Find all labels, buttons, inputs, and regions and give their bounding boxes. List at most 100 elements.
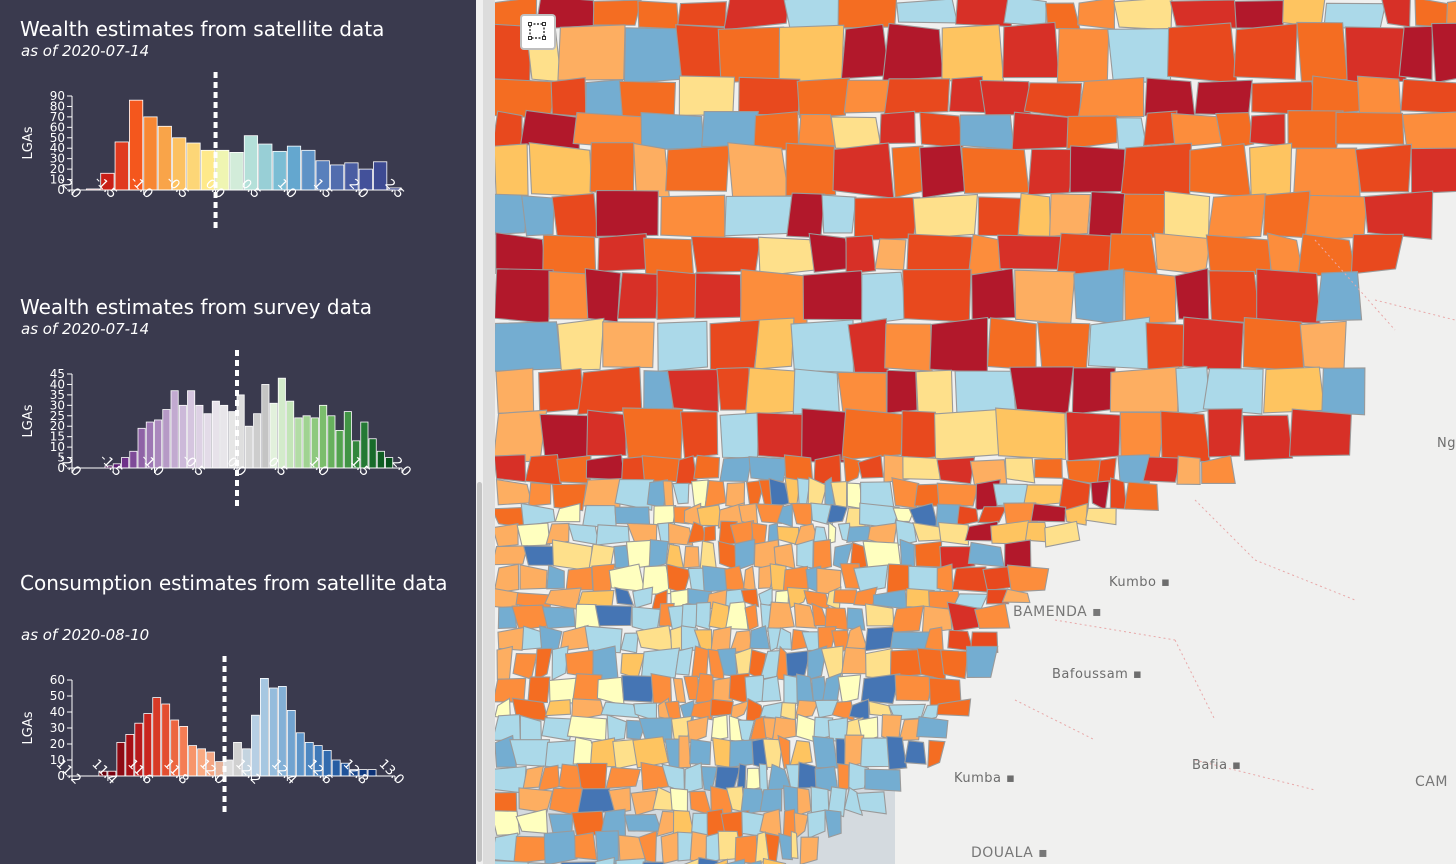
lga-region[interactable]: [495, 860, 533, 864]
lga-region[interactable]: [665, 543, 684, 569]
lga-region[interactable]: [1446, 0, 1456, 26]
lga-region[interactable]: [1011, 111, 1073, 151]
lga-region[interactable]: [648, 539, 669, 569]
lga-region[interactable]: [623, 27, 684, 84]
lga-region[interactable]: [1109, 477, 1128, 510]
histogram-bar[interactable]: [188, 745, 198, 777]
lga-region[interactable]: [1044, 520, 1081, 548]
lga-region[interactable]: [633, 142, 670, 198]
lga-region[interactable]: [1027, 148, 1078, 196]
lga-region[interactable]: [585, 454, 626, 481]
histogram-bar[interactable]: [302, 415, 311, 469]
lga-region[interactable]: [595, 856, 615, 864]
lga-region[interactable]: [595, 524, 630, 546]
lga-region[interactable]: [967, 233, 1003, 276]
lga-region[interactable]: [1344, 26, 1407, 83]
lga-region[interactable]: [1202, 367, 1264, 415]
lga-region[interactable]: [704, 479, 727, 508]
lga-region[interactable]: [495, 810, 521, 836]
lga-region[interactable]: [843, 455, 863, 484]
histogram-bar[interactable]: [116, 741, 126, 777]
lga-region[interactable]: [527, 676, 551, 704]
lga-region[interactable]: [719, 412, 761, 459]
lga-region[interactable]: [761, 675, 782, 703]
lga-region[interactable]: [778, 832, 793, 861]
lga-region[interactable]: [679, 411, 719, 459]
lga-region[interactable]: [495, 231, 547, 275]
lga-region[interactable]: [518, 787, 554, 814]
lga-region[interactable]: [824, 607, 849, 631]
lga-region[interactable]: [845, 235, 877, 275]
lga-region[interactable]: [1174, 267, 1210, 320]
lga-region[interactable]: [1315, 270, 1363, 322]
lga-region[interactable]: [856, 791, 887, 815]
lga-region[interactable]: [954, 370, 1017, 415]
lga-region[interactable]: [725, 601, 749, 630]
lga-region[interactable]: [929, 316, 989, 374]
lga-region[interactable]: [1030, 503, 1067, 523]
lga-region[interactable]: [986, 317, 1037, 371]
lga-region[interactable]: [495, 523, 519, 548]
lga-region[interactable]: [541, 606, 576, 629]
lga-region[interactable]: [740, 588, 760, 608]
histogram-bar[interactable]: [129, 450, 138, 469]
lga-region[interactable]: [843, 786, 864, 817]
lga-region[interactable]: [745, 860, 765, 864]
lga-region[interactable]: [974, 602, 1011, 629]
scrollbar-thumb[interactable]: [477, 482, 482, 862]
lga-region[interactable]: [1311, 75, 1363, 116]
lga-region[interactable]: [860, 737, 891, 768]
lga-region[interactable]: [577, 365, 643, 416]
lga-region[interactable]: [971, 267, 1016, 320]
lga-region[interactable]: [495, 321, 562, 372]
lga-region[interactable]: [790, 502, 813, 527]
lga-region[interactable]: [1256, 268, 1321, 324]
lga-region[interactable]: [933, 408, 1002, 460]
lga-region[interactable]: [795, 713, 816, 743]
lga-region[interactable]: [528, 482, 552, 507]
histogram-bar[interactable]: [295, 732, 305, 777]
lga-region[interactable]: [1107, 28, 1172, 84]
lga-region[interactable]: [853, 564, 889, 593]
lga-region[interactable]: [1304, 194, 1368, 241]
lga-region[interactable]: [605, 766, 642, 789]
lga-region[interactable]: [584, 268, 622, 323]
lga-region[interactable]: [879, 110, 916, 145]
lga-region[interactable]: [1234, 0, 1284, 29]
lga-region[interactable]: [560, 861, 601, 864]
lga-region[interactable]: [895, 519, 918, 546]
lga-region[interactable]: [977, 506, 1008, 524]
lga-region[interactable]: [1321, 367, 1366, 416]
lga-region[interactable]: [513, 835, 547, 864]
lga-region[interactable]: [919, 111, 964, 149]
lga-region[interactable]: [714, 858, 729, 864]
lga-region[interactable]: [748, 456, 789, 483]
lga-region[interactable]: [602, 321, 655, 369]
lga-region[interactable]: [615, 857, 646, 864]
lga-region[interactable]: [794, 699, 820, 719]
lga-region[interactable]: [495, 367, 535, 414]
lga-region[interactable]: [722, 858, 747, 864]
lga-region[interactable]: [828, 521, 837, 545]
lga-region[interactable]: [576, 762, 608, 793]
lga-region[interactable]: [840, 23, 890, 80]
lga-region[interactable]: [538, 368, 585, 414]
lga-region[interactable]: [522, 765, 545, 789]
lga-region[interactable]: [959, 114, 1015, 151]
lga-region[interactable]: [497, 626, 526, 651]
lga-region[interactable]: [524, 453, 563, 486]
lga-region[interactable]: [790, 830, 799, 859]
lga-region[interactable]: [1001, 588, 1031, 604]
lga-region[interactable]: [656, 269, 700, 320]
lga-region[interactable]: [902, 268, 972, 323]
lga-region[interactable]: [675, 24, 726, 84]
lga-region[interactable]: [793, 812, 809, 840]
lga-region[interactable]: [620, 653, 646, 680]
lga-region[interactable]: [589, 737, 617, 768]
lga-region[interactable]: [745, 767, 761, 792]
histogram-bar[interactable]: [294, 417, 303, 469]
lga-region[interactable]: [777, 734, 791, 771]
lga-region[interactable]: [684, 762, 703, 794]
lga-region[interactable]: [1208, 270, 1262, 324]
